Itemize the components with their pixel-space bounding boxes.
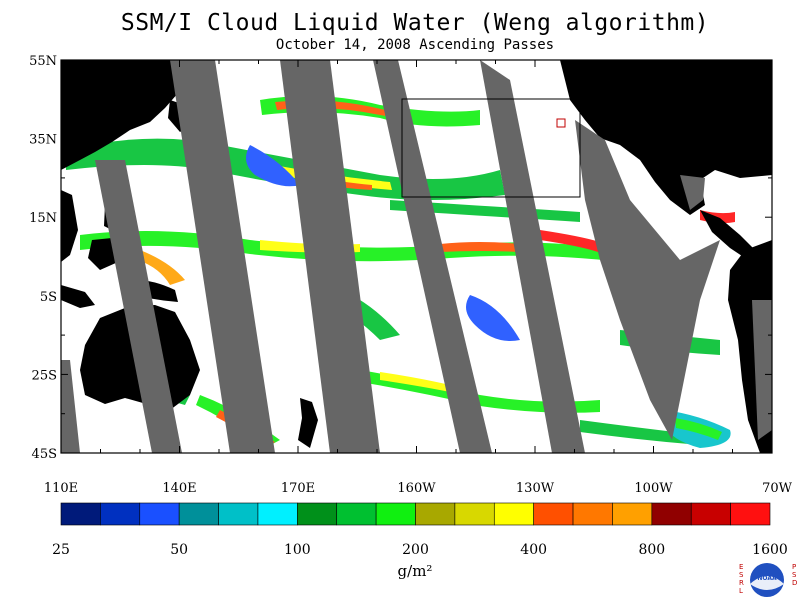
lon-label: 170E [281, 481, 315, 496]
colorbar-label: 50 [170, 542, 188, 558]
lat-label: 5S [40, 290, 57, 305]
lon-label: 160W [397, 481, 436, 496]
logo-center-text: NOAA [757, 575, 777, 582]
colorbar-swatch [218, 502, 259, 526]
colorbar-swatch [336, 502, 377, 526]
map-subtitle: October 14, 2008 Ascending Passes [275, 37, 555, 53]
lon-label: 110E [44, 481, 78, 496]
colorbar-swatch [60, 502, 101, 526]
lat-label: 15N [29, 211, 57, 226]
lon-label: 140E [162, 481, 196, 496]
colorbar-unit: g/m² [397, 562, 433, 580]
colorbar-swatch [297, 502, 338, 526]
lat-label: 35N [29, 133, 57, 148]
colorbar-ticks: 25 50 100 200 400 800 1600 [52, 542, 788, 558]
colorbar-swatch [690, 502, 731, 526]
colorbar-label: 800 [638, 542, 665, 558]
colorbar-swatch [257, 502, 298, 526]
colorbar-swatch [533, 502, 574, 526]
colorbar-swatch [100, 502, 141, 526]
colorbar-label: 100 [284, 542, 311, 558]
colorbar-swatch [493, 502, 534, 526]
latitude-axis: 55N 35N 15N 5S 25S 45S [29, 54, 772, 462]
lon-label: 130W [516, 481, 555, 496]
colorbar-label: 1600 [752, 542, 788, 558]
no-data-swaths [61, 60, 772, 453]
longitude-axis: 110E 140E 170E 160W 130W 100W 70W [44, 60, 793, 496]
lat-label: 25S [32, 368, 57, 383]
colorbar-swatch [139, 502, 180, 526]
map-title: SSM/I Cloud Liquid Water (Weng algorithm… [120, 10, 710, 36]
station-marker [556, 118, 566, 128]
region-box [401, 98, 581, 198]
colorbar-swatch [178, 502, 219, 526]
colorbar-label: 25 [52, 542, 70, 558]
colorbar-swatch [454, 502, 495, 526]
colorbar-label: 400 [520, 542, 547, 558]
colorbar-swatch [375, 502, 416, 526]
lon-label: 100W [634, 481, 673, 496]
lat-label: 45S [32, 447, 57, 462]
colorbar-swatch [730, 502, 771, 526]
lon-label: 70W [762, 481, 793, 496]
colorbar-swatch [572, 502, 613, 526]
colorbar [60, 502, 771, 526]
colorbar-swatch [651, 502, 692, 526]
colorbar-label: 200 [402, 542, 429, 558]
lat-label: 55N [29, 54, 57, 69]
colorbar-swatch [612, 502, 653, 526]
colorbar-swatch [415, 502, 456, 526]
